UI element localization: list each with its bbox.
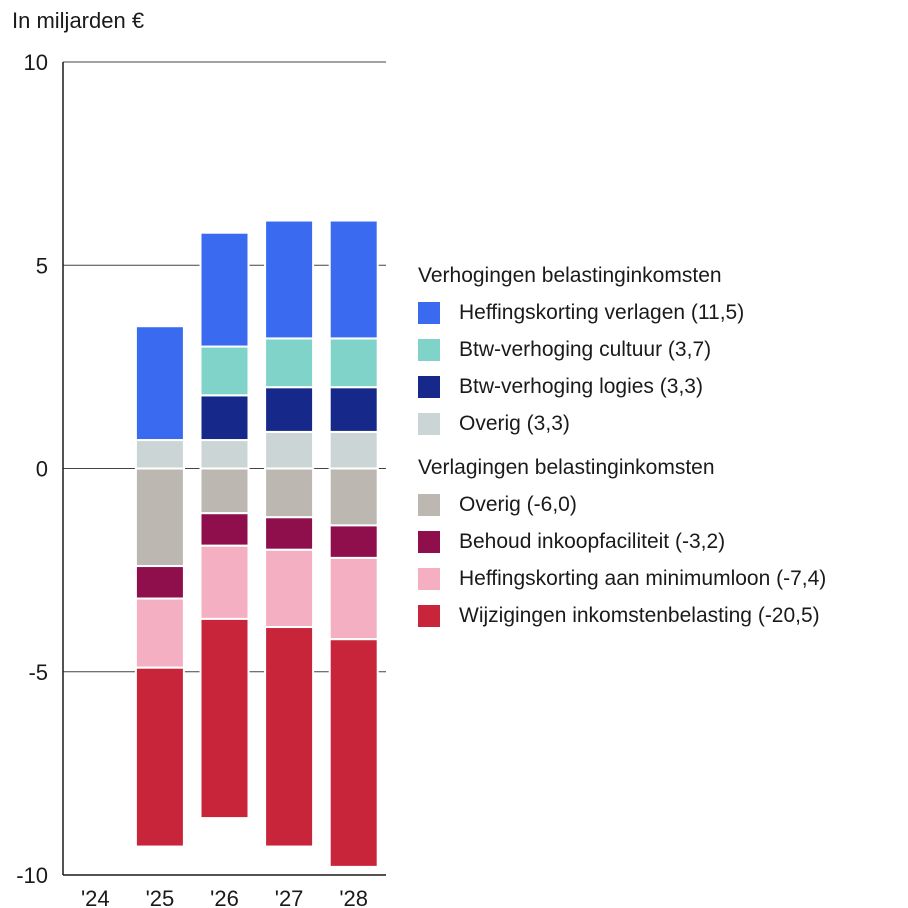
bar-segment xyxy=(199,439,250,470)
y-tick-label: -10 xyxy=(16,863,48,888)
y-tick-label: 5 xyxy=(36,253,48,278)
bar-segment xyxy=(264,516,315,551)
legend-swatch xyxy=(418,567,440,590)
bar-segment xyxy=(328,386,379,433)
legend-label: Behoud inkoopfaciliteit (-3,2) xyxy=(459,529,726,553)
legend-item: Overig (3,3) xyxy=(418,405,826,442)
y-tick-label: 0 xyxy=(36,457,48,482)
bar-segment xyxy=(264,467,315,519)
bars-group xyxy=(134,219,379,868)
bar-segment xyxy=(328,219,379,340)
legend-label: Heffingskorting verlagen (11,5) xyxy=(459,300,745,324)
y-unit-label: In miljarden € xyxy=(12,8,145,33)
legend-label: Wijzigingen inkomstenbelasting (-20,5) xyxy=(459,603,820,627)
bar-segment xyxy=(199,231,250,348)
legend-item: Heffingskorting aan minimumloon (-7,4) xyxy=(418,560,826,597)
bar-segment xyxy=(264,430,315,470)
bar-segment xyxy=(328,638,379,868)
y-tick-label: -5 xyxy=(28,660,48,685)
bar-segment xyxy=(134,325,185,442)
bar-segment xyxy=(328,524,379,559)
bar-segment xyxy=(328,556,379,641)
legend-item: Btw-verhoging cultuur (3,7) xyxy=(418,331,826,368)
bar-segment xyxy=(264,626,315,848)
legend-swatch xyxy=(418,604,440,627)
bar-segment xyxy=(134,666,185,848)
bar-segment xyxy=(264,386,315,433)
bar-segment xyxy=(134,565,185,600)
legend-item: Btw-verhoging logies (3,3) xyxy=(418,368,826,405)
legend-item: Behoud inkoopfaciliteit (-3,2) xyxy=(418,523,826,560)
legend-swatch xyxy=(418,301,440,324)
bar-segment xyxy=(264,337,315,389)
legend-heading: Verlagingen belastinginkomsten xyxy=(418,456,715,479)
bar-segment xyxy=(328,337,379,389)
x-tick-label: '28 xyxy=(339,886,368,908)
x-tick-label: '26 xyxy=(210,886,239,908)
bar-segment xyxy=(199,345,250,397)
legend-swatch xyxy=(418,493,440,516)
legend-item: Overig (-6,0) xyxy=(418,486,826,523)
legend-label: Overig (-6,0) xyxy=(459,492,577,516)
legend-item: Heffingskorting verlagen (11,5) xyxy=(418,294,826,331)
bar-segment xyxy=(199,467,250,515)
legend-swatch xyxy=(418,412,440,435)
x-tick-label: '24 xyxy=(81,886,110,908)
bar-segment xyxy=(134,439,185,470)
legend-spacer xyxy=(418,442,826,450)
bar-segment xyxy=(328,467,379,527)
chart-legend: Verhogingen belastinginkomsten Heffingsko… xyxy=(418,258,826,634)
bar-segment xyxy=(199,512,250,547)
bar-segment xyxy=(264,219,315,340)
bar-segment xyxy=(199,544,250,620)
bar-segment xyxy=(199,617,250,820)
x-tick-label: '27 xyxy=(275,886,304,908)
legend-label: Heffingskorting aan minimumloon (-7,4) xyxy=(459,566,827,590)
bar-segment xyxy=(134,597,185,669)
legend-swatch xyxy=(418,375,440,398)
legend-swatch xyxy=(418,338,440,361)
x-tick-label: '25 xyxy=(146,886,175,908)
bar-segment xyxy=(199,394,250,442)
legend-swatch xyxy=(418,530,440,553)
legend-label: Btw-verhoging cultuur (3,7) xyxy=(459,337,712,361)
bar-segment xyxy=(134,467,185,568)
y-tick-label: 10 xyxy=(24,50,48,75)
legend-label: Overig (3,3) xyxy=(459,411,570,435)
bar-segment xyxy=(264,548,315,629)
legend-heading: Verhogingen belastinginkomsten xyxy=(418,264,722,287)
legend-label: Btw-verhoging logies (3,3) xyxy=(459,374,703,398)
legend-item: Wijzigingen inkomstenbelasting (-20,5) xyxy=(418,597,826,634)
bar-segment xyxy=(328,430,379,470)
